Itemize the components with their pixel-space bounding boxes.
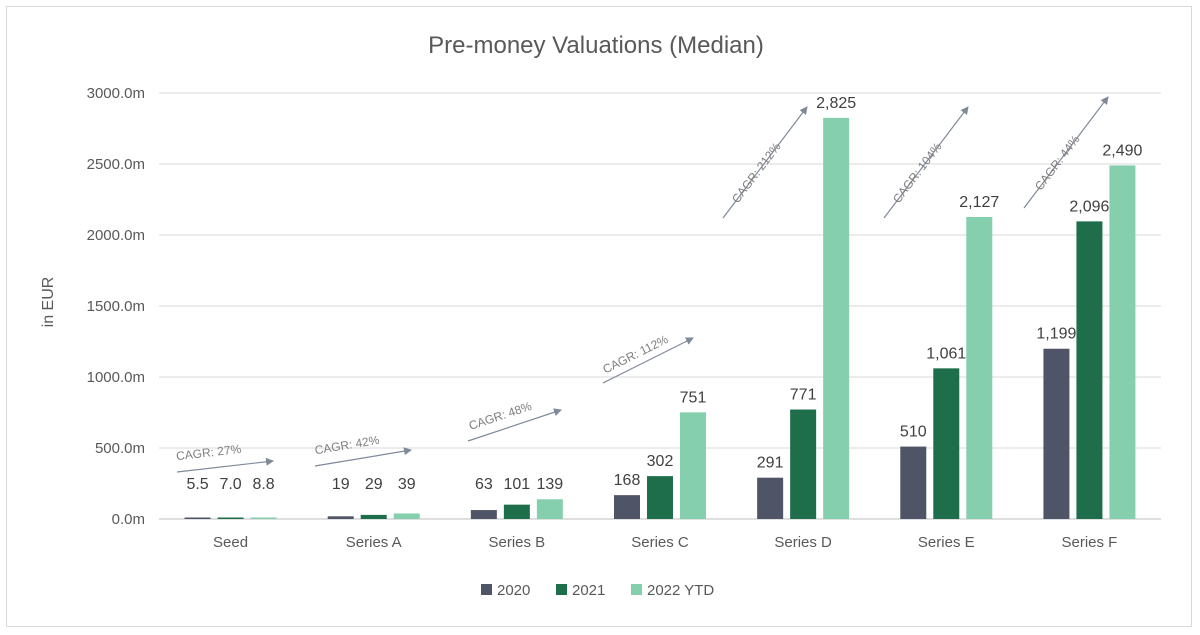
category-label: Series C [631,534,689,551]
data-label: 63 [475,476,493,493]
y-tick-label: 3000.0m [87,85,145,102]
data-label: 2,490 [1102,142,1142,159]
bar [393,513,420,519]
category-label: Series D [774,534,832,551]
category-label: Series B [489,534,546,551]
data-label: 139 [537,476,564,493]
bar [1076,221,1103,520]
bar [503,504,530,519]
category-label: Seed [213,534,248,551]
cagr-arrow [602,337,694,384]
cagr-arrow [1023,96,1109,209]
cagr-arrow [467,408,562,442]
data-label: 2,127 [959,194,999,211]
data-label: 1,199 [1036,326,1076,343]
bar [536,499,563,519]
cagr-label: CAGR: 27% [175,442,242,463]
data-label: 1,061 [926,345,966,362]
category-label: Series F [1061,534,1117,551]
bar [680,412,706,519]
bar [757,477,784,519]
data-labels: 5.5 7.0 8.8 19 29 39 63 101 139 168 302 751 291 771 2,… [186,95,1142,493]
bar [360,514,387,519]
cagr-label: CAGR: 44% [1032,132,1083,193]
bar [614,495,640,519]
y-tick-label: 2000.0m [87,227,145,244]
bars [184,117,1136,520]
y-tick-label: 2500.0m [87,156,145,173]
y-tick-label: 1500.0m [87,298,145,315]
bar [966,216,993,519]
legend-swatch [631,584,642,595]
legend: 2020 2021 2022 YTD [481,582,714,599]
category-labels: Seed Series A Series B Series C Series D Seri… [213,534,1117,551]
bar [933,368,960,519]
data-label: 771 [790,387,817,404]
y-axis-ticks: 0.0m 500.0m 1000.0m 1500.0m 2000.0m 2500.0m 30… [87,85,145,528]
data-label: 29 [365,476,383,493]
legend-swatch [556,584,567,595]
cagr-label: CAGR: 42% [314,433,381,458]
data-label: 510 [900,424,927,441]
data-label: 19 [332,476,350,493]
bar [327,516,354,519]
y-tick-label: 1000.0m [87,369,145,386]
cagr-label: CAGR: 48% [467,399,534,433]
cagr-arrow [314,447,412,467]
legend-swatch [481,584,492,595]
chart-title: Pre-money Valuations (Median) [428,32,764,59]
chart-frame: Pre-money Valuations (Median) in EUR 0.0… [6,6,1192,627]
data-label: 5.5 [186,476,208,493]
category-label: Series E [918,534,975,551]
data-label: 101 [504,476,531,493]
data-label: 168 [614,472,641,489]
gridlines [159,92,1161,520]
data-label: 751 [680,389,707,406]
bar [217,517,244,519]
data-label: 2,096 [1069,198,1109,215]
data-label: 302 [647,453,674,470]
data-label: 291 [757,455,784,472]
bar [250,517,277,519]
cagr-label: CAGR: 212% [729,140,784,206]
bar [470,510,497,519]
data-label: 39 [398,476,416,493]
cagr-label: CAGR: 104% [890,140,945,206]
bar [647,476,673,519]
legend-label: 2020 [497,582,530,599]
y-axis-label: in EUR [40,277,57,328]
legend-label: 2021 [572,582,605,599]
legend-label: 2022 YTD [647,582,714,599]
bar [1109,165,1136,520]
bar [823,117,850,519]
data-label: 8.8 [252,476,274,493]
cagr-arrow [722,106,808,219]
y-tick-label: 500.0m [95,440,145,457]
data-label: 7.0 [219,476,241,493]
category-label: Series A [346,534,402,551]
cagr-arrow [176,457,274,473]
bar [900,446,927,519]
bar [790,409,817,519]
bar-chart: Pre-money Valuations (Median) in EUR 0.0… [40,32,1161,599]
data-label: 2,825 [816,95,856,112]
cagr-arrow [883,106,969,219]
bar [1043,348,1070,519]
bar [184,517,211,519]
y-tick-label: 0.0m [112,511,145,528]
